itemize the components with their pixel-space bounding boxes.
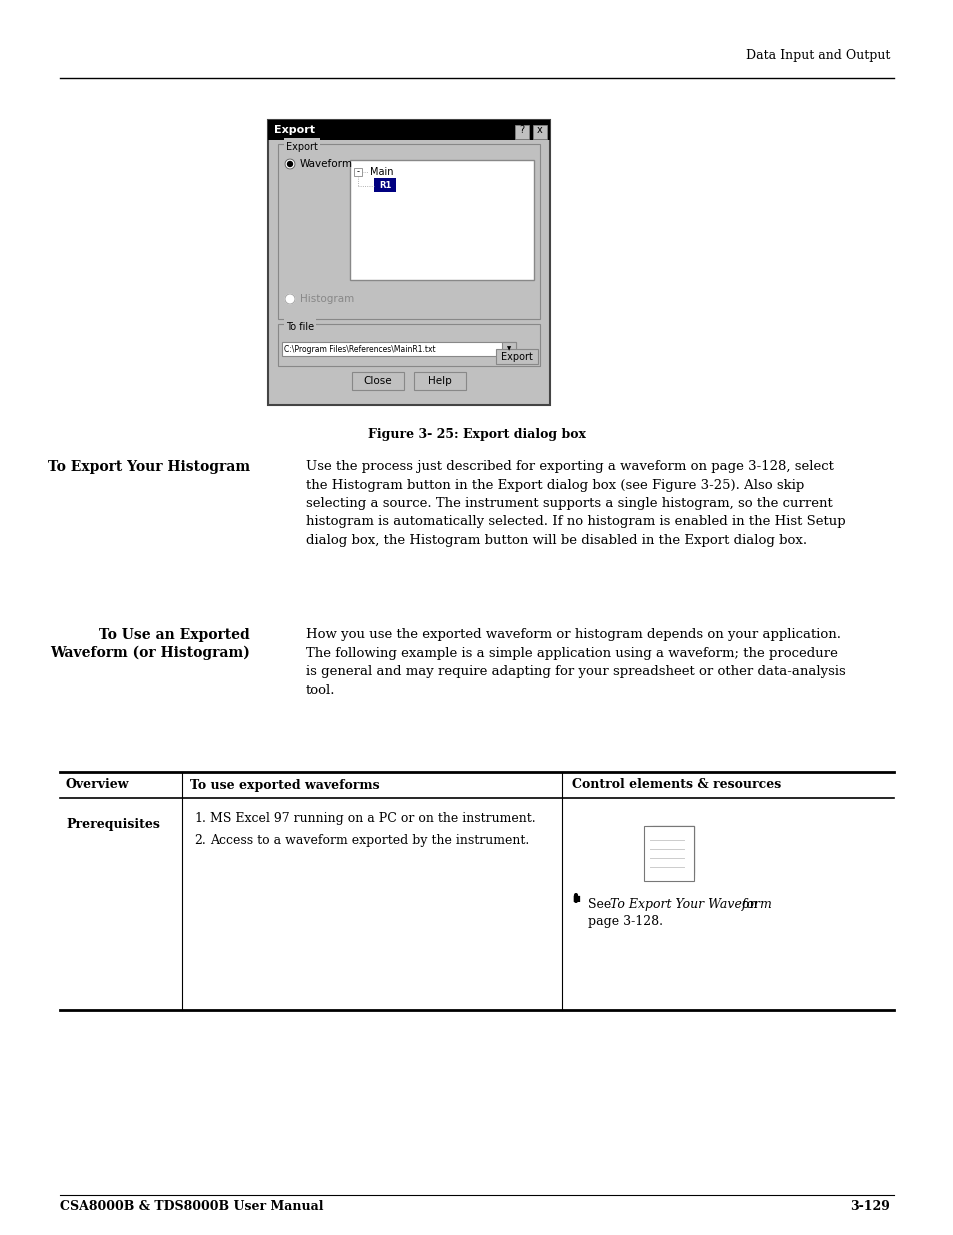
- Text: Overview: Overview: [66, 778, 130, 792]
- FancyBboxPatch shape: [414, 372, 465, 390]
- FancyBboxPatch shape: [643, 826, 693, 881]
- Text: -: -: [356, 168, 359, 177]
- FancyBboxPatch shape: [284, 317, 315, 329]
- FancyBboxPatch shape: [496, 350, 537, 364]
- Text: Histogram: Histogram: [299, 294, 354, 304]
- FancyBboxPatch shape: [277, 324, 539, 366]
- FancyBboxPatch shape: [501, 342, 516, 356]
- Text: Figure 3- 25: Export dialog box: Figure 3- 25: Export dialog box: [368, 429, 585, 441]
- Text: Data Input and Output: Data Input and Output: [745, 49, 889, 62]
- Text: To Export Your Waveform: To Export Your Waveform: [609, 898, 771, 911]
- Text: 1.: 1.: [193, 811, 206, 825]
- FancyBboxPatch shape: [646, 826, 693, 878]
- FancyBboxPatch shape: [350, 161, 534, 280]
- Text: Close: Close: [363, 375, 392, 387]
- Text: on: on: [738, 898, 757, 911]
- Text: To use exported waveforms: To use exported waveforms: [190, 778, 379, 792]
- FancyBboxPatch shape: [652, 826, 693, 872]
- Text: To Export Your Histogram: To Export Your Histogram: [48, 459, 250, 474]
- Text: Access to a waveform exported by the instrument.: Access to a waveform exported by the ins…: [210, 834, 529, 847]
- FancyBboxPatch shape: [515, 125, 529, 140]
- Text: R1: R1: [378, 180, 391, 189]
- Text: x: x: [537, 125, 542, 135]
- Text: Use the process just described for exporting a waveform on page 3‑128, select
th: Use the process just described for expor…: [306, 459, 844, 547]
- Text: 3-129: 3-129: [849, 1200, 889, 1213]
- FancyBboxPatch shape: [268, 120, 550, 140]
- FancyBboxPatch shape: [268, 120, 550, 405]
- Text: To file: To file: [286, 322, 314, 332]
- Text: Export: Export: [274, 125, 314, 135]
- Text: Main: Main: [370, 167, 393, 177]
- FancyBboxPatch shape: [354, 168, 361, 177]
- Text: ▼: ▼: [506, 347, 511, 352]
- Text: How you use the exported waveform or histogram depends on your application.
The : How you use the exported waveform or his…: [306, 629, 845, 697]
- Text: CSA8000B & TDS8000B User Manual: CSA8000B & TDS8000B User Manual: [60, 1200, 323, 1213]
- FancyBboxPatch shape: [284, 138, 319, 148]
- Text: Export: Export: [286, 142, 317, 152]
- FancyBboxPatch shape: [282, 342, 516, 356]
- Text: Waveform: Waveform: [299, 159, 353, 169]
- FancyBboxPatch shape: [533, 125, 546, 140]
- FancyBboxPatch shape: [277, 144, 539, 319]
- Text: Prerequisites: Prerequisites: [66, 818, 160, 831]
- Text: ■: ■: [572, 893, 579, 903]
- FancyBboxPatch shape: [649, 826, 693, 876]
- Circle shape: [285, 294, 294, 304]
- Text: Waveform (or Histogram): Waveform (or Histogram): [51, 646, 250, 661]
- FancyBboxPatch shape: [352, 372, 403, 390]
- Text: page 3‑128.: page 3‑128.: [587, 915, 662, 927]
- Text: C:\Program Files\References\MainR1.txt: C:\Program Files\References\MainR1.txt: [284, 345, 436, 353]
- Text: Help: Help: [428, 375, 452, 387]
- Text: See: See: [587, 898, 615, 911]
- Text: To Use an Exported: To Use an Exported: [99, 629, 250, 642]
- FancyBboxPatch shape: [374, 178, 395, 191]
- Circle shape: [285, 159, 294, 169]
- Text: ?: ?: [518, 125, 524, 135]
- Text: Control elements & resources: Control elements & resources: [572, 778, 781, 792]
- Text: MS Excel 97 running on a PC or on the instrument.: MS Excel 97 running on a PC or on the in…: [210, 811, 535, 825]
- Text: 2.: 2.: [193, 834, 206, 847]
- Text: Export: Export: [500, 352, 533, 362]
- Circle shape: [287, 162, 293, 167]
